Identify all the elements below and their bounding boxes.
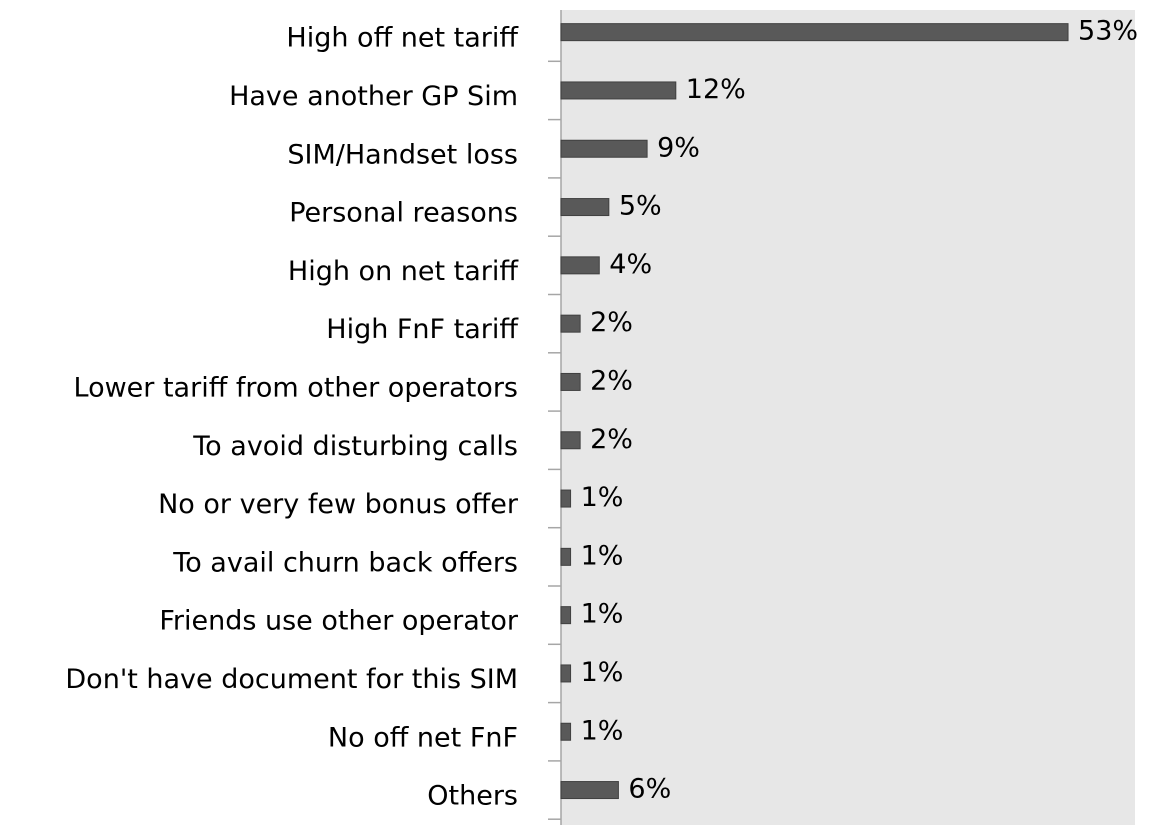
data-label: 12% — [686, 74, 746, 105]
category-label: High FnF tariff — [326, 314, 519, 345]
bar — [560, 431, 581, 450]
bar — [560, 722, 572, 741]
category-label: Lower tariff from other operators — [74, 372, 519, 403]
bar — [560, 372, 581, 391]
bar — [560, 547, 572, 566]
category-label: To avail churn back offers — [172, 547, 518, 578]
data-label: 6% — [628, 774, 671, 805]
data-label: 4% — [609, 249, 652, 280]
bar — [560, 781, 619, 800]
bar — [560, 489, 572, 508]
category-label: To avoid disturbing calls — [192, 431, 518, 462]
category-label: Have another GP Sim — [229, 81, 518, 112]
data-label: 1% — [581, 657, 624, 688]
category-label: No off net FnF — [328, 722, 518, 753]
bar — [560, 256, 600, 275]
category-label: Personal reasons — [289, 198, 518, 229]
bar — [560, 314, 581, 333]
data-label: 5% — [619, 191, 662, 222]
category-label: No or very few bonus offer — [158, 489, 519, 520]
category-label: Don't have document for this SIM — [65, 664, 518, 695]
data-label: 1% — [581, 715, 624, 746]
bar — [560, 81, 677, 100]
bar — [560, 606, 572, 625]
data-label: 2% — [590, 307, 633, 338]
data-label: 2% — [590, 424, 633, 455]
data-label: 9% — [657, 132, 700, 163]
data-label: 1% — [581, 482, 624, 513]
category-label: SIM/Handset loss — [287, 139, 518, 170]
data-label: 1% — [581, 599, 624, 630]
category-label: High on net tariff — [288, 256, 519, 287]
category-label: High off net tariff — [286, 23, 519, 54]
plot-area — [561, 10, 1135, 825]
category-label: Others — [427, 781, 518, 812]
category-label: Friends use other operator — [159, 606, 519, 637]
data-label: 2% — [590, 365, 633, 396]
bar — [560, 23, 1069, 42]
bar — [560, 139, 648, 158]
data-label: 53% — [1078, 16, 1138, 47]
bar — [560, 198, 610, 217]
bar — [560, 664, 572, 683]
data-label: 1% — [581, 540, 624, 571]
